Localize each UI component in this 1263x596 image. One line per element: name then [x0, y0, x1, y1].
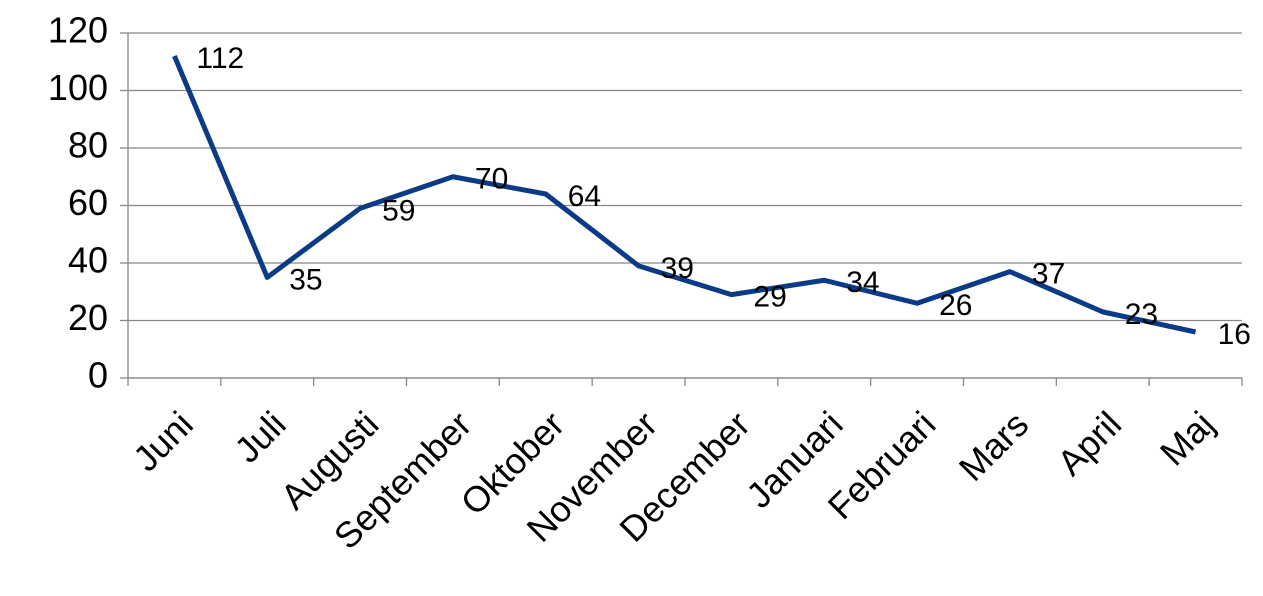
data-label: 26	[939, 289, 972, 322]
data-label: 59	[382, 194, 415, 227]
data-label: 16	[1218, 318, 1251, 351]
y-tick-label: 40	[68, 240, 108, 281]
data-label: 112	[196, 42, 244, 75]
y-tick-label: 80	[68, 125, 108, 166]
data-label: 23	[1125, 298, 1158, 331]
data-label: 29	[753, 281, 786, 314]
x-tick-label: Maj	[1152, 403, 1222, 473]
data-label: 70	[475, 163, 508, 196]
data-label: 35	[289, 263, 322, 296]
data-label: 34	[846, 266, 879, 299]
y-tick-label: 120	[48, 10, 108, 51]
data-label: 64	[568, 180, 601, 213]
x-tick-label: April	[1049, 403, 1129, 483]
data-label: 37	[1032, 258, 1065, 291]
y-tick-label: 20	[68, 297, 108, 338]
data-label: 39	[661, 252, 694, 285]
x-tick-label: Juni	[125, 403, 201, 479]
y-tick-label: 0	[88, 355, 108, 396]
line	[172, 55, 1197, 335]
y-tick-label: 100	[48, 67, 108, 108]
y-tick-label: 60	[68, 182, 108, 223]
x-tick-label: Mars	[951, 403, 1037, 489]
x-tick-label: Juli	[226, 403, 293, 470]
